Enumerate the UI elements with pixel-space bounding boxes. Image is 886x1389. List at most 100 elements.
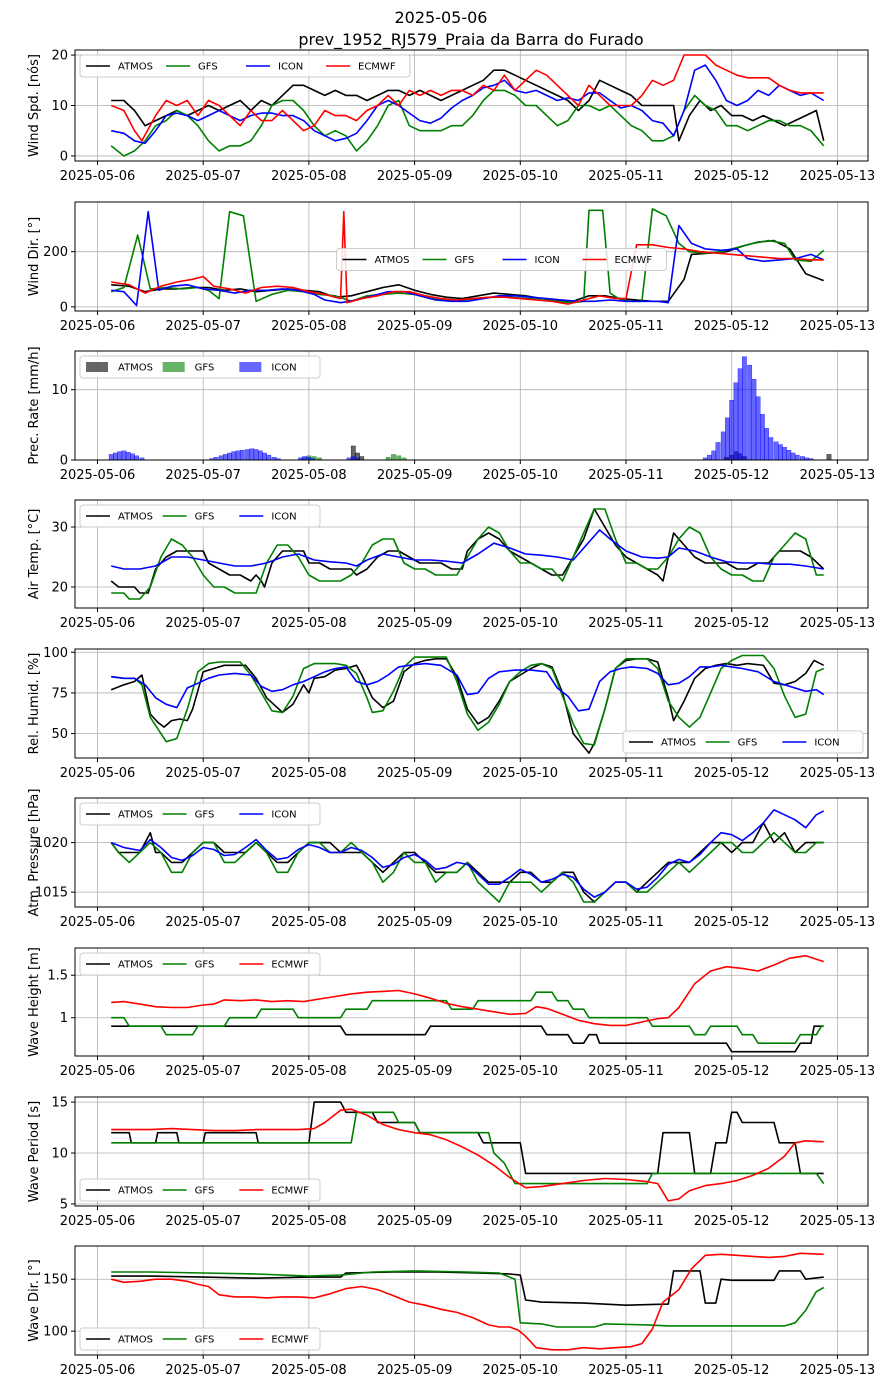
y-axis-label: Wind Spd. [nós] [27,54,42,157]
x-tick-label: 2025-05-11 [588,766,664,781]
precip-bar-icon [720,431,726,461]
precip-bar-icon [350,456,356,461]
x-tick-label: 2025-05-09 [377,1363,453,1378]
legend-label-atmos: ATMOS [375,255,410,266]
precip-bar-atmos [359,456,365,461]
y-axis-label: Air Temp. [°C] [27,509,42,600]
legend-label-atmos: ATMOS [118,1335,153,1346]
precip-bar-icon [782,447,787,461]
x-tick-label: 2025-05-10 [483,915,559,930]
x-tick-label: 2025-05-12 [694,1363,770,1378]
legend-label-atmos: ATMOS [118,62,153,73]
x-tick-label: 2025-05-09 [377,915,453,930]
x-tick-label: 2025-05-06 [60,1064,136,1079]
axes-frame [74,1096,869,1207]
legend: ATMOS GFS ICON [79,504,321,528]
x-tick-label: 2025-05-13 [800,1363,876,1378]
series-line-ecmwf [111,1252,824,1351]
x-tick-label: 2025-05-11 [588,319,664,334]
x-tick-label: 2025-05-10 [483,468,559,483]
x-tick-label: 2025-05-10 [483,169,559,184]
legend-label-atmos: ATMOS [661,738,696,749]
x-tick-label: 2025-05-08 [271,766,347,781]
figure-title-date: 2025-05-06 [395,8,488,27]
x-tick-label: 2025-05-12 [694,1064,770,1079]
legend-box [622,730,864,754]
precip-bar-icon [729,400,735,461]
x-tick-label: 2025-05-08 [271,468,347,483]
x-tick-label: 2025-05-12 [694,766,770,781]
precip-bar-icon [786,450,792,461]
precip-bar-icon [751,378,757,461]
legend-label-ecmwf: ECMWF [271,1335,309,1346]
series-line-gfs [111,508,824,600]
legend-label-gfs: GFS [195,512,215,523]
x-tick-label: 2025-05-10 [483,319,559,334]
precip-bar-icon [794,454,800,461]
precip-bar-icon [302,456,308,461]
precip-bar-icon [266,454,272,461]
x-tick-label: 2025-05-06 [60,169,136,184]
precip-bar-icon [121,450,127,461]
precip-bar-icon [113,452,118,461]
precip-bar-atmos [826,454,832,461]
x-tick-label: 2025-05-13 [800,169,876,184]
precip-bar-icon [117,451,123,461]
x-tick-label: 2025-05-07 [165,766,241,781]
y-tick-label: 20 [51,49,68,64]
x-tick-label: 2025-05-08 [271,1214,347,1229]
x-tick-label: 2025-05-13 [800,766,876,781]
x-tick-label: 2025-05-09 [377,319,453,334]
x-tick-label: 2025-05-09 [377,616,453,631]
x-tick-label: 2025-05-07 [165,616,241,631]
series-line-gfs [110,89,825,157]
series-line-ecmwf [110,54,824,142]
precip-bar-icon [755,396,761,461]
x-tick-label: 2025-05-08 [271,1064,347,1079]
y-tick-label: 20 [51,581,68,596]
precip-bar-icon [235,450,241,461]
x-tick-label: 2025-05-08 [271,169,347,184]
series-line-ecmwf [111,954,824,1027]
precip-bar-icon [218,455,224,461]
x-tick-label: 2025-05-08 [271,616,347,631]
x-tick-label: 2025-05-12 [694,468,770,483]
figure-title-location: prev_1952_RJ579_Praia da Barra do Furado [298,30,643,50]
x-tick-label: 2025-05-06 [60,1363,136,1378]
x-tick-label: 2025-05-10 [483,1214,559,1229]
x-tick-label: 2025-05-13 [800,319,876,334]
y-tick-label: 1 [60,1011,68,1026]
axes-frame [74,648,869,759]
legend-label-gfs: GFS [195,810,215,821]
precip-bar-icon [707,454,712,461]
legend-label-gfs: GFS [455,255,475,266]
legend: ATMOS GFS ICON [79,355,321,379]
x-tick-label: 2025-05-07 [165,1214,241,1229]
y-tick-label: 10 [51,99,68,114]
x-tick-label: 2025-05-13 [800,915,876,930]
legend-label-gfs: GFS [195,1186,215,1197]
precip-bar-icon [249,448,255,461]
series-line-gfs [111,1111,825,1185]
precip-bar-icon [253,449,259,461]
y-tick-label: 0 [60,149,68,164]
legend: ATMOS GFS ECMWF [79,952,321,976]
x-tick-label: 2025-05-08 [271,1363,347,1378]
legend: ATMOS GFS ECMWF [79,1178,321,1202]
chart-panel-5: 2025-05-06 2025-05-07 2025-05-08 2025-05-09… [27,646,875,781]
series-line-icon [111,662,825,712]
legend-swatch-atmos [86,362,108,372]
y-tick-label: 30 [51,521,68,536]
precip-bar-icon [715,442,721,461]
legend-label-gfs: GFS [738,738,758,749]
x-tick-label: 2025-05-07 [165,169,241,184]
y-axis-label: Rel. Humid. [%] [27,653,42,755]
precip-bar-icon [777,444,783,461]
legend-box [79,1178,321,1202]
precip-bar-icon [742,356,747,461]
legend-label-icon: ICON [814,738,839,749]
y-tick-label: 1020 [35,836,68,851]
precip-bar-icon [227,452,232,461]
precip-bar-icon [760,414,765,461]
x-tick-label: 2025-05-13 [800,468,876,483]
